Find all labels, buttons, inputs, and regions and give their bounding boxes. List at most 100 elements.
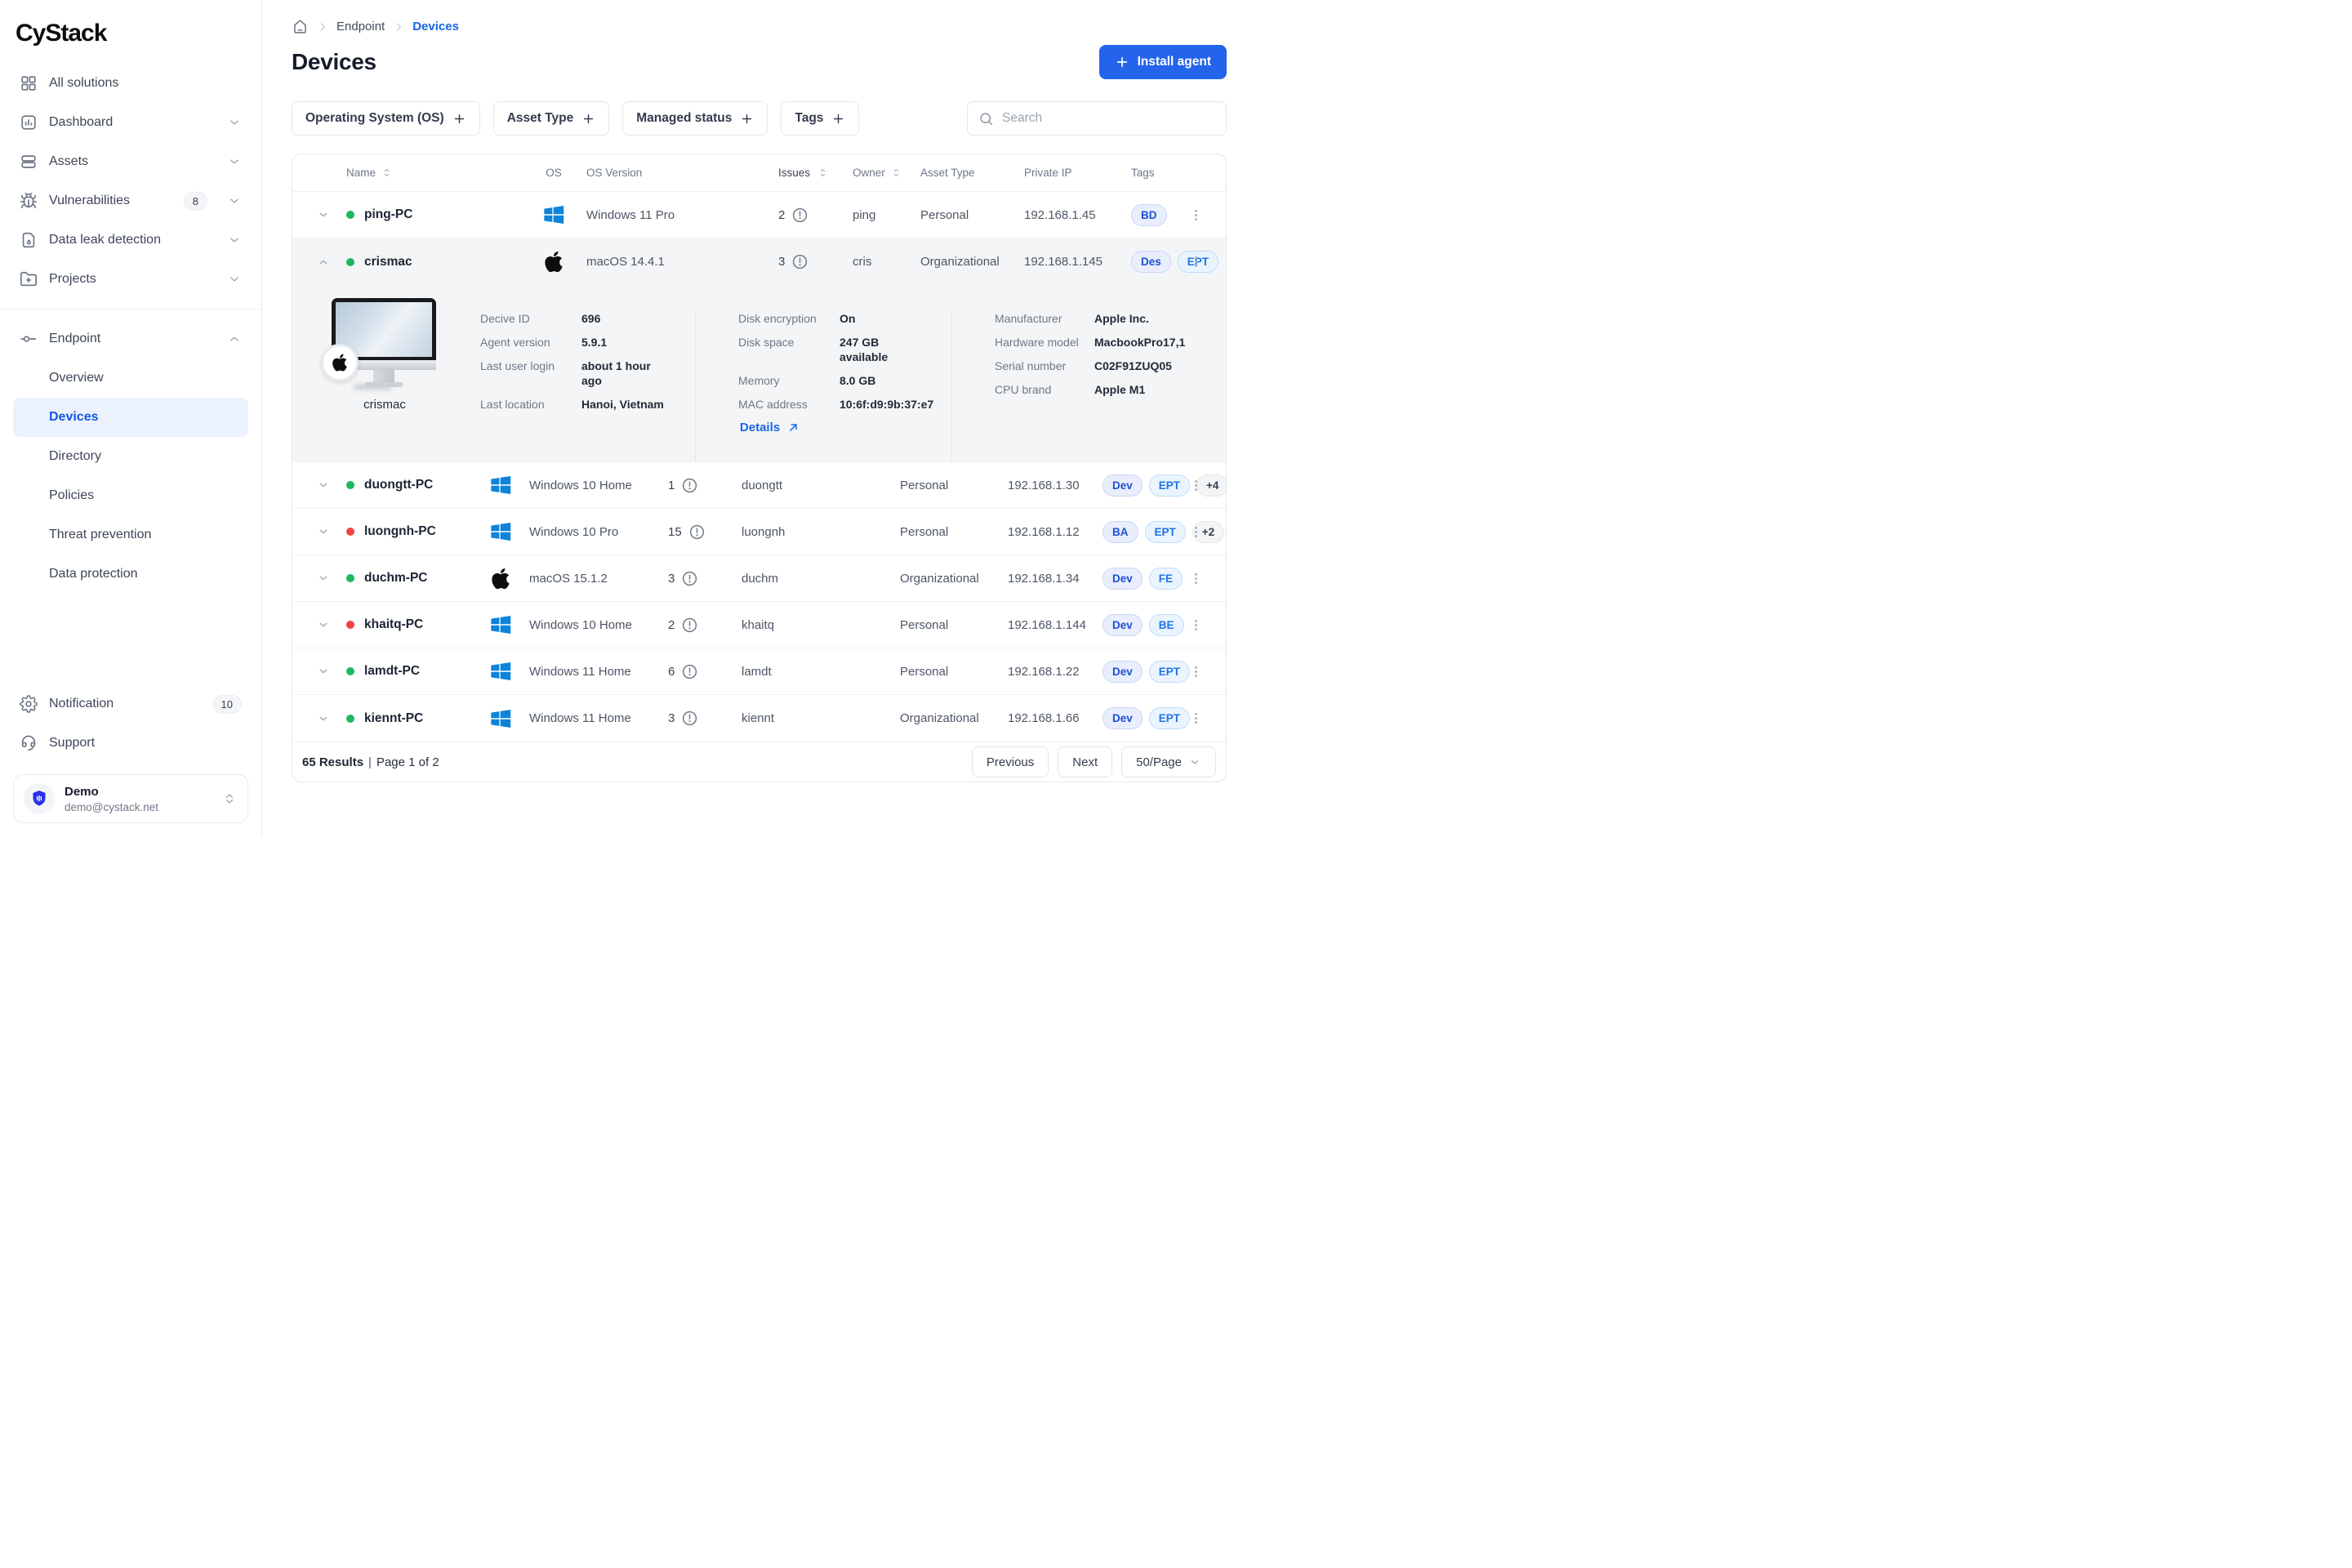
device-row[interactable]: ping-PC Windows 11 Pro 2 ping Personal 1… bbox=[292, 192, 1226, 238]
row-expander[interactable] bbox=[305, 618, 341, 631]
page-size-label: 50/Page bbox=[1136, 755, 1182, 769]
row-menu-button[interactable] bbox=[1178, 664, 1214, 679]
sidebar-item-data-leak-detection[interactable]: Data leak detection bbox=[13, 220, 248, 260]
sidebar-item-overview[interactable]: Overview bbox=[13, 359, 248, 398]
sidebar-item-dashboard[interactable]: Dashboard bbox=[13, 103, 248, 142]
search-icon bbox=[978, 111, 994, 127]
tag-chip[interactable]: Dev bbox=[1102, 474, 1143, 497]
row-expander[interactable] bbox=[305, 572, 341, 585]
device-row[interactable]: luongnh-PC Windows 10 Pro 15 luongnh Per… bbox=[292, 509, 1226, 555]
next-page-button[interactable]: Next bbox=[1058, 746, 1112, 777]
filter-chip-tags[interactable]: Tags bbox=[781, 101, 859, 136]
column-header-issues[interactable]: Issues bbox=[746, 167, 823, 179]
column-header-name[interactable]: Name bbox=[341, 167, 513, 179]
status-dot bbox=[346, 258, 354, 266]
device-row[interactable]: khaitq-PC Windows 10 Home 2 khaitq Perso… bbox=[292, 602, 1226, 648]
row-menu-button[interactable] bbox=[1178, 254, 1214, 270]
owner: khaitq bbox=[742, 618, 880, 632]
breadcrumb-endpoint[interactable]: Endpoint bbox=[336, 20, 385, 33]
sidebar-item-directory[interactable]: Directory bbox=[13, 437, 248, 476]
tag-chip[interactable]: Dev bbox=[1102, 707, 1143, 729]
device-row[interactable]: duongtt-PC Windows 10 Home 1 duongtt Per… bbox=[292, 462, 1226, 509]
table-rows-bottom: duongtt-PC Windows 10 Home 1 duongtt Per… bbox=[292, 462, 1226, 742]
bug-icon bbox=[20, 192, 38, 210]
windows-icon bbox=[489, 613, 512, 636]
breadcrumb-devices[interactable]: Devices bbox=[412, 20, 459, 33]
sidebar-item-data-protection[interactable]: Data protection bbox=[13, 555, 248, 594]
sidebar-item-support[interactable]: Support bbox=[13, 724, 248, 763]
row-expander[interactable] bbox=[305, 525, 341, 538]
sidebar-item-endpoint[interactable]: Endpoint bbox=[13, 319, 248, 359]
previous-page-button[interactable]: Previous bbox=[972, 746, 1049, 777]
workspace-switcher[interactable]: Demo demo@cystack.net bbox=[13, 774, 248, 823]
column-header-private-ip[interactable]: Private IP bbox=[1003, 167, 1105, 179]
detail-label: Hardware model bbox=[995, 335, 1094, 350]
os-version: Windows 10 Home bbox=[529, 479, 668, 492]
row-menu-button[interactable] bbox=[1178, 710, 1214, 726]
device-row[interactable]: duchm-PC macOS 15.1.2 3 duchm Organizati… bbox=[292, 555, 1226, 602]
sidebar-item-threat-prevention[interactable]: Threat prevention bbox=[13, 515, 248, 555]
search-input[interactable] bbox=[1002, 111, 1215, 126]
row-menu-button[interactable] bbox=[1178, 571, 1214, 586]
asset-type: Personal bbox=[880, 479, 987, 492]
sidebar-item-label: Data leak detection bbox=[49, 233, 161, 247]
column-header-os[interactable]: OS bbox=[513, 167, 586, 179]
chevron-down-icon bbox=[317, 525, 330, 538]
app-root: CyStack All solutions Dashboard Assets V… bbox=[0, 0, 1254, 836]
column-header-os-version[interactable]: OS Version bbox=[586, 167, 746, 179]
row-expander[interactable] bbox=[305, 256, 341, 269]
dashboard-icon bbox=[20, 114, 38, 131]
chevron-right-icon bbox=[316, 20, 329, 33]
filter-chip-managed-status[interactable]: Managed status bbox=[622, 101, 768, 136]
sidebar-item-label: Assets bbox=[49, 154, 88, 169]
sub-item-label: Threat prevention bbox=[49, 528, 151, 542]
private-ip: 192.168.1.145 bbox=[1003, 255, 1105, 269]
sidebar-item-vulnerabilities[interactable]: Vulnerabilities 8 bbox=[13, 181, 248, 220]
detail-value: 10:6f:d9:9b:37:e7 bbox=[840, 397, 933, 412]
tag-chip[interactable]: Des bbox=[1131, 251, 1171, 273]
details-link[interactable]: Details bbox=[740, 421, 800, 434]
device-row[interactable]: kiennt-PC Windows 11 Home 3 kiennt Organ… bbox=[292, 695, 1226, 742]
sidebar-item-policies[interactable]: Policies bbox=[13, 476, 248, 515]
sidebar-item-assets[interactable]: Assets bbox=[13, 142, 248, 181]
private-ip: 192.168.1.30 bbox=[987, 479, 1085, 492]
detail-label: Decive ID bbox=[480, 311, 581, 326]
device-row[interactable]: crismac macOS 14.4.1 3 cris Organization… bbox=[292, 238, 1226, 285]
row-expander[interactable] bbox=[305, 208, 341, 221]
column-header-tags[interactable]: Tags bbox=[1105, 167, 1178, 179]
row-expander[interactable] bbox=[305, 712, 341, 725]
row-menu-button[interactable] bbox=[1178, 617, 1214, 633]
sidebar-item-projects[interactable]: Projects bbox=[13, 260, 248, 299]
apple-icon bbox=[544, 250, 564, 274]
sidebar-item-devices[interactable]: Devices bbox=[13, 398, 248, 437]
sidebar-item-all-solutions[interactable]: All solutions bbox=[13, 64, 248, 103]
issues-count: 3 bbox=[668, 711, 675, 725]
filter-chip-asset-type[interactable]: Asset Type bbox=[493, 101, 610, 136]
filter-chip-os[interactable]: Operating System (OS) bbox=[292, 101, 480, 136]
tags: DevEPT bbox=[1085, 707, 1178, 729]
user-name: Demo bbox=[65, 785, 158, 799]
row-menu-button[interactable] bbox=[1178, 207, 1214, 223]
row-expander[interactable] bbox=[305, 479, 341, 492]
row-menu-button[interactable] bbox=[1178, 524, 1214, 540]
tag-chip[interactable]: BA bbox=[1102, 521, 1138, 543]
issues-count: 2 bbox=[668, 618, 675, 632]
row-expander[interactable] bbox=[305, 665, 341, 678]
tag-chip[interactable]: Dev bbox=[1102, 614, 1143, 636]
tag-chip[interactable]: BD bbox=[1131, 204, 1167, 226]
column-header-owner[interactable]: Owner bbox=[823, 167, 901, 179]
tag-chip[interactable]: Dev bbox=[1102, 568, 1143, 590]
sidebar-item-notification[interactable]: Notification 10 bbox=[13, 684, 248, 724]
tag-chip[interactable]: Dev bbox=[1102, 661, 1143, 683]
page-size-select[interactable]: 50/Page bbox=[1121, 746, 1216, 777]
device-row[interactable]: lamdt-PC Windows 11 Home 6 lamdt Persona… bbox=[292, 648, 1226, 695]
headset-icon bbox=[20, 734, 38, 752]
home-icon[interactable] bbox=[292, 18, 309, 35]
install-agent-button[interactable]: Install agent bbox=[1099, 45, 1227, 79]
status-dot bbox=[346, 528, 354, 536]
device-caption: crismac bbox=[332, 398, 438, 412]
column-label: OS bbox=[546, 167, 562, 179]
sub-item-label: Data protection bbox=[49, 567, 138, 581]
column-header-asset-type[interactable]: Asset Type bbox=[901, 167, 1003, 179]
row-menu-button[interactable] bbox=[1178, 478, 1214, 493]
